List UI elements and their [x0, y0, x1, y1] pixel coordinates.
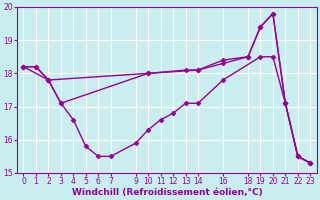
- X-axis label: Windchill (Refroidissement éolien,°C): Windchill (Refroidissement éolien,°C): [72, 188, 262, 197]
